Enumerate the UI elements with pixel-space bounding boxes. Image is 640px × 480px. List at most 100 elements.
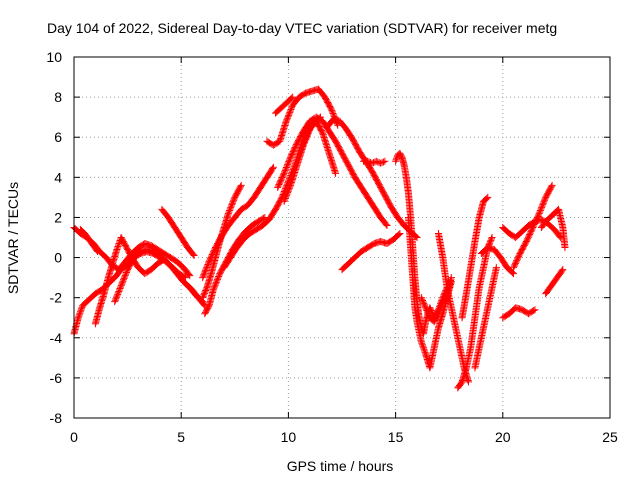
data-point (199, 274, 207, 282)
data-point (558, 267, 566, 275)
data-point (94, 248, 102, 256)
data-point (332, 169, 340, 177)
data-point (199, 294, 207, 302)
data-point (418, 295, 426, 303)
data-point (421, 348, 429, 356)
data-point (230, 196, 238, 204)
data-point (301, 137, 309, 145)
data-point (119, 277, 127, 285)
y-axis-label: SDTVAR / TECUs (5, 182, 21, 294)
data-point (185, 270, 193, 278)
data-point (286, 107, 294, 115)
series-track-e (158, 205, 198, 260)
data-point (304, 130, 312, 138)
data-point (199, 292, 207, 300)
series-track-k (263, 85, 342, 149)
data-point (541, 196, 549, 204)
data-point (214, 274, 222, 282)
data-point (425, 311, 433, 319)
series-track-q (359, 157, 389, 167)
data-point (76, 308, 84, 316)
data-point (283, 190, 291, 198)
data-point (535, 211, 543, 219)
data-point (418, 339, 426, 347)
data-point (281, 196, 289, 204)
data-point (200, 269, 208, 277)
data-point (286, 155, 294, 163)
data-point (413, 234, 421, 241)
data-point (378, 159, 386, 167)
data-point (121, 271, 129, 279)
series-track-n (272, 93, 297, 117)
data-point (530, 307, 538, 315)
data-point (419, 297, 427, 305)
data-point (392, 157, 400, 165)
data-point (285, 186, 293, 194)
data-point (284, 187, 292, 195)
series-track-aa (499, 304, 539, 322)
series-track-ac (537, 205, 569, 252)
data-point (115, 286, 123, 294)
y-tick-label: -2 (50, 290, 63, 306)
data-point (186, 272, 194, 280)
y-tick-label: 2 (54, 209, 62, 225)
data-point (422, 304, 430, 312)
y-tick-label: 10 (46, 49, 62, 65)
data-point (434, 310, 442, 318)
data-point (419, 344, 427, 352)
data-point (488, 234, 496, 241)
data-point (114, 243, 122, 251)
data-point (420, 345, 428, 353)
data-point (434, 311, 442, 319)
data-point (226, 205, 234, 213)
data-point (117, 282, 125, 290)
data-point (304, 131, 312, 139)
data-point (111, 298, 119, 306)
data-point (539, 201, 547, 209)
data-point (279, 171, 287, 179)
data-point (421, 302, 429, 310)
data-point (213, 277, 221, 285)
data-point (305, 128, 313, 136)
data-point (75, 312, 83, 320)
data-point (78, 305, 86, 313)
data-points (70, 85, 569, 392)
data-point (112, 295, 120, 303)
data-point (487, 236, 495, 244)
data-point (93, 246, 101, 254)
data-point (115, 240, 123, 248)
data-point (281, 168, 289, 176)
x-tick-label: 20 (495, 429, 511, 445)
data-point (210, 284, 218, 292)
data-point (436, 307, 444, 315)
y-tick-label: 8 (54, 89, 62, 105)
data-point (284, 189, 292, 197)
x-axis-label: GPS time / hours (287, 458, 394, 474)
data-point (120, 274, 128, 282)
series-track-m (280, 117, 340, 205)
data-point (200, 271, 208, 279)
data-point (303, 132, 311, 140)
data-point (209, 286, 217, 294)
series-track-t (417, 274, 455, 326)
data-point (283, 116, 291, 124)
data-point (286, 108, 294, 116)
series-track-x (471, 264, 500, 372)
data-point (202, 287, 210, 295)
data-point (189, 250, 197, 258)
data-point (383, 221, 391, 229)
data-point (212, 278, 220, 286)
data-point (420, 301, 428, 309)
y-tick-label: 4 (54, 169, 62, 185)
data-point (420, 299, 428, 307)
data-point (438, 299, 446, 307)
data-point (112, 293, 120, 301)
plot-frame (73, 56, 611, 419)
data-point (260, 214, 268, 222)
y-tick-label: -6 (50, 370, 63, 386)
series-track-w (458, 193, 492, 322)
series-track-i (201, 213, 269, 318)
data-point (486, 239, 494, 247)
data-point (423, 308, 431, 316)
data-point (548, 181, 556, 189)
